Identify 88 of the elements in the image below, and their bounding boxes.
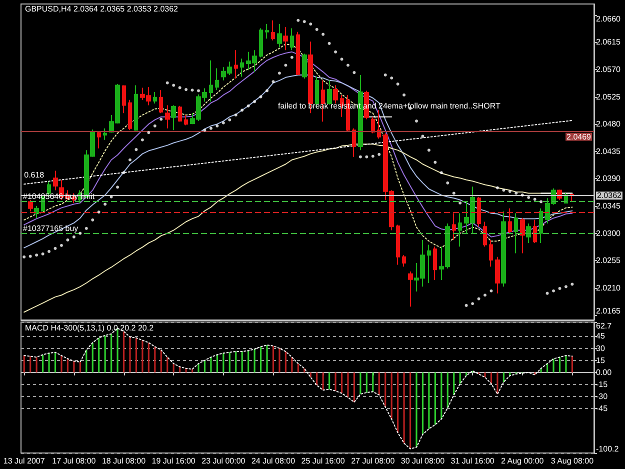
candlestick (452, 212, 456, 240)
candlestick (234, 50, 238, 80)
candlestick (333, 84, 338, 104)
candlestick (533, 219, 537, 244)
candlestick (495, 256, 500, 294)
y-tick-label: 62.7 (596, 322, 612, 330)
candlestick (539, 208, 543, 244)
series-label: 0.618 (24, 170, 45, 180)
x-tick-label: 27 Jul 08:00 (351, 456, 396, 466)
candlestick (489, 239, 493, 268)
ref-line-label: 2.0362 (597, 191, 622, 200)
y-tick-label: 30 (596, 344, 606, 353)
candlestick (520, 218, 525, 254)
ref-line-label: 2.0469 (566, 132, 592, 142)
y-tick-label: 2.0435 (596, 146, 622, 156)
y-tick-label: -100.2 (596, 444, 620, 454)
candlestick (34, 205, 39, 219)
candlestick (103, 128, 107, 140)
candlestick (159, 90, 163, 114)
x-tick-label: 13 Jul 2007 (3, 456, 46, 466)
y-tick-label: -45 (596, 404, 608, 414)
candlestick (171, 104, 176, 131)
candlestick (433, 246, 437, 280)
candlestick (352, 128, 356, 158)
x-tick-label: 25 Jul 16:00 (301, 456, 346, 466)
candlestick (53, 170, 58, 191)
x-tick-label: 2 Aug 00:00 (501, 456, 544, 466)
candlestick (501, 210, 506, 288)
candlestick (122, 84, 126, 114)
candlestick (134, 84, 138, 132)
y-tick-label: 15 (596, 356, 606, 365)
y-tick-label: 2.0390 (596, 174, 622, 184)
ref-line-label: #10377165 buy (23, 224, 78, 233)
candlestick (240, 58, 244, 78)
y-tick-label: -15 (596, 380, 608, 389)
y-tick-label: 45 (596, 332, 606, 341)
candlestick (477, 196, 481, 228)
y-tick-label: -30 (596, 392, 608, 402)
y-tick-label: 2.0300 (596, 228, 622, 238)
candlestick (259, 28, 263, 58)
candlestick (215, 68, 219, 91)
y-tick-label: 2.0570 (596, 65, 622, 74)
candlestick (184, 114, 188, 126)
y-tick-label: 2.0255 (596, 256, 622, 266)
candlestick (271, 20, 275, 41)
y-tick-label: 2.0615 (596, 38, 622, 47)
y-tick-label: 2.0210 (596, 283, 622, 292)
candlestick (296, 31, 300, 76)
candlestick (128, 99, 132, 131)
chart-title: GBPUSD,H4 2.0364 2.0365 2.0353 2.0362 (25, 4, 179, 14)
y-tick-label: 2.0480 (596, 120, 622, 129)
x-tick-label: 19 Jul 16:00 (152, 456, 196, 466)
candlestick (153, 91, 157, 104)
y-tick-label: 2.0525 (596, 92, 622, 102)
candlestick (283, 26, 288, 51)
x-tick-label: 18 Jul 08:00 (102, 456, 146, 466)
x-tick-label: 31 Jul 16:00 (450, 456, 495, 466)
candlestick (277, 24, 282, 48)
candlestick (408, 270, 413, 308)
x-tick-label: 3 Aug 08:00 (550, 456, 594, 466)
candlestick (377, 110, 381, 140)
candlestick (526, 223, 531, 244)
candlestick (514, 212, 518, 254)
candlestick (165, 104, 170, 129)
candlestick (371, 116, 375, 134)
y-tick-label: 0.00 (596, 368, 612, 377)
candlestick (265, 24, 269, 40)
candlestick (209, 60, 213, 102)
y-tick-label: 2.0345 (596, 201, 622, 210)
x-tick-label: 24 Jul 08:00 (251, 456, 296, 466)
candlestick (28, 199, 33, 212)
candlestick (508, 208, 512, 234)
chart-title: MACD H4-300(5,13,1) 0.0 20.2 20.2 (25, 324, 154, 332)
x-tick-label: 30 Jul 08:00 (400, 456, 446, 466)
x-tick-label: 23 Jul 00:00 (202, 456, 246, 466)
candlestick (402, 254, 406, 268)
candlestick (178, 105, 182, 122)
candlestick (97, 131, 101, 149)
y-tick-label: 2.0660 (596, 14, 622, 24)
candlestick (302, 53, 307, 80)
candlestick (427, 244, 431, 284)
candlestick (290, 28, 294, 51)
candlestick (396, 224, 400, 266)
candlestick (458, 212, 462, 248)
candlestick (483, 221, 487, 248)
candlestick (327, 80, 332, 106)
x-tick-label: 17 Jul 08:00 (52, 456, 96, 466)
y-tick-label: 2.0165 (596, 306, 622, 316)
